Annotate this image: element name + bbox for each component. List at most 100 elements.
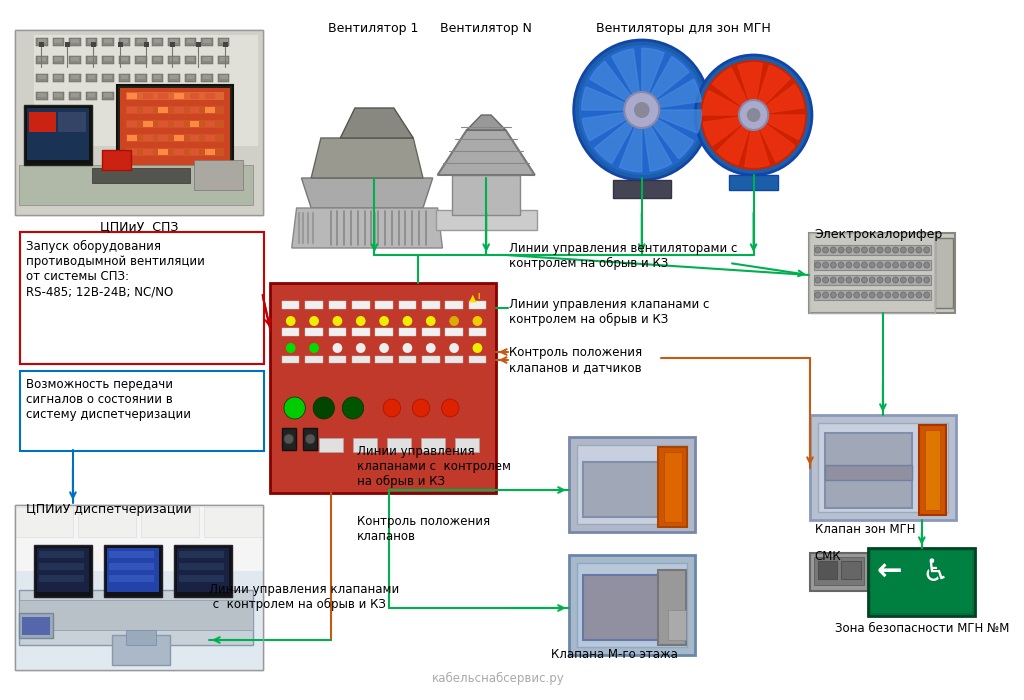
Circle shape — [861, 247, 867, 253]
Circle shape — [634, 102, 649, 118]
Circle shape — [830, 277, 837, 283]
Polygon shape — [754, 115, 795, 162]
Bar — [54, 39, 62, 43]
Bar — [422, 356, 439, 363]
Bar — [329, 356, 346, 363]
Bar — [203, 57, 211, 61]
Bar — [168, 56, 180, 64]
Circle shape — [908, 292, 914, 298]
Bar — [159, 135, 168, 141]
Bar — [205, 135, 215, 141]
Circle shape — [472, 343, 482, 353]
Bar — [19, 590, 253, 645]
Bar — [168, 74, 180, 82]
Bar — [453, 175, 520, 215]
Text: ЦПИиУ диспетчеризации: ЦПИиУ диспетчеризации — [27, 503, 191, 516]
Bar — [159, 121, 168, 127]
Bar — [376, 328, 393, 336]
Polygon shape — [437, 130, 535, 175]
Polygon shape — [703, 115, 754, 146]
Text: СМК: СМК — [815, 550, 842, 563]
Bar — [186, 93, 195, 97]
Bar — [141, 507, 200, 537]
Bar — [36, 92, 48, 100]
Bar — [52, 74, 65, 82]
Bar — [203, 93, 211, 97]
Bar — [14, 30, 262, 215]
Polygon shape — [301, 178, 433, 208]
Bar — [137, 75, 144, 79]
Circle shape — [900, 262, 906, 268]
Bar — [87, 39, 95, 43]
Bar — [814, 245, 931, 255]
Circle shape — [695, 55, 812, 175]
Circle shape — [739, 100, 768, 130]
Bar — [612, 180, 671, 198]
Circle shape — [885, 262, 891, 268]
Bar — [202, 74, 213, 82]
Circle shape — [379, 343, 389, 353]
Circle shape — [839, 277, 844, 283]
Bar — [174, 93, 183, 99]
Bar — [809, 233, 936, 313]
Bar — [445, 301, 463, 309]
Bar — [179, 575, 223, 582]
Bar — [92, 168, 189, 183]
Polygon shape — [754, 84, 804, 115]
Bar — [469, 301, 486, 309]
Polygon shape — [713, 68, 754, 115]
Bar — [170, 57, 178, 61]
Polygon shape — [744, 115, 769, 167]
Bar — [135, 92, 146, 100]
Circle shape — [342, 397, 364, 419]
Bar — [174, 545, 232, 597]
Polygon shape — [583, 110, 642, 141]
Bar — [126, 148, 223, 156]
Circle shape — [305, 434, 315, 444]
Bar — [220, 57, 227, 61]
Circle shape — [924, 292, 930, 298]
Bar — [282, 356, 299, 363]
Bar — [282, 428, 296, 450]
Bar — [39, 563, 84, 570]
Circle shape — [869, 247, 876, 253]
Bar — [87, 93, 95, 97]
Bar — [52, 92, 65, 100]
Circle shape — [815, 292, 820, 298]
Circle shape — [908, 277, 914, 283]
Bar — [119, 92, 130, 100]
Bar — [126, 630, 156, 645]
Bar — [119, 56, 130, 64]
Bar — [222, 42, 227, 47]
Bar — [121, 39, 128, 43]
Bar — [112, 635, 170, 665]
Bar — [435, 210, 537, 230]
Circle shape — [893, 247, 898, 253]
Bar — [202, 56, 213, 64]
Bar — [174, 149, 183, 155]
Bar — [668, 610, 685, 640]
Text: Контроль положения
клапанов и датчиков: Контроль положения клапанов и датчиков — [509, 346, 642, 374]
Circle shape — [815, 262, 820, 268]
Text: Линии управления клапанами
 с  контролем на обрыв и КЗ: Линии управления клапанами с контролем н… — [209, 583, 399, 611]
Bar — [189, 93, 200, 99]
Circle shape — [822, 277, 828, 283]
Bar — [270, 283, 496, 493]
Bar — [159, 149, 168, 155]
Bar — [154, 93, 162, 97]
Bar — [445, 356, 463, 363]
Bar — [119, 74, 130, 82]
Polygon shape — [642, 79, 701, 110]
Polygon shape — [717, 115, 754, 164]
Bar — [34, 545, 92, 597]
Bar — [159, 107, 168, 113]
Bar — [86, 74, 97, 82]
Text: кабeльснабсервис.ру: кабeльснабсервис.ру — [431, 672, 564, 685]
Circle shape — [822, 262, 828, 268]
Circle shape — [822, 292, 828, 298]
Bar — [143, 149, 153, 155]
Circle shape — [900, 277, 906, 283]
Circle shape — [356, 316, 366, 326]
Bar — [197, 42, 202, 47]
Bar — [174, 121, 183, 127]
